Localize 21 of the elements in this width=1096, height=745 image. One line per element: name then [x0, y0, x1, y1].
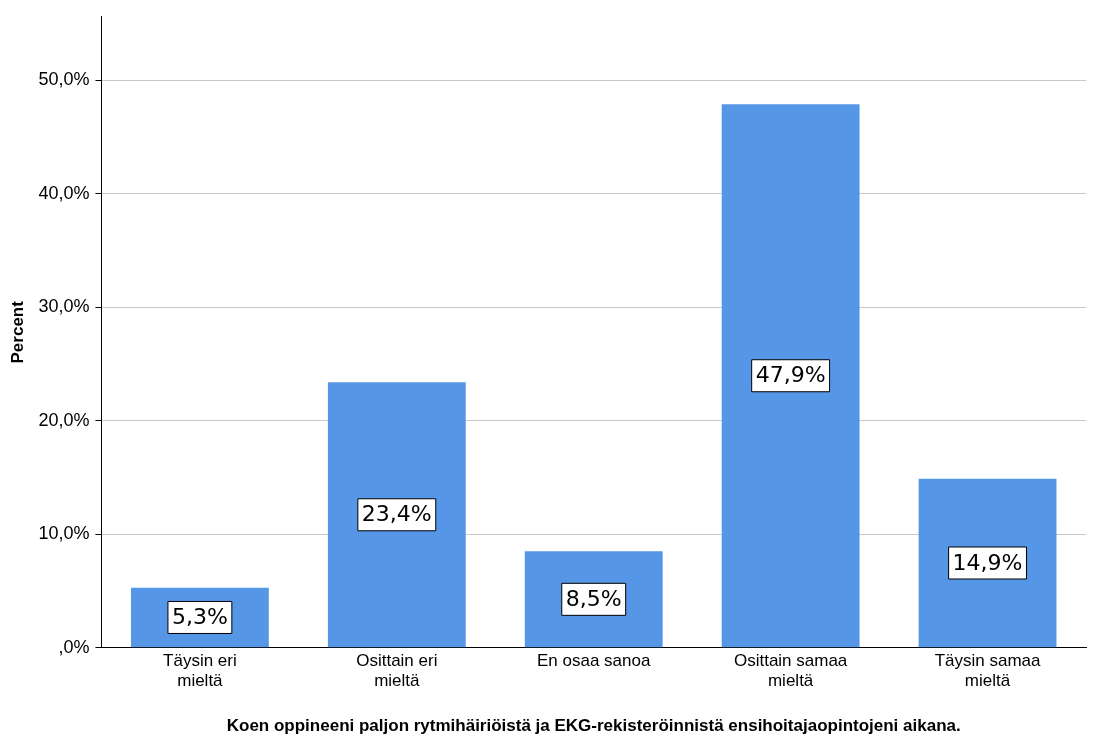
bar — [918, 478, 1057, 648]
y-tick-label: 40,0% — [38, 182, 90, 203]
data-label: 8,5% — [565, 586, 622, 612]
x-tick-label: En osaa sanoa — [537, 650, 651, 670]
x-tick-label: Täysin samaa mieltä — [934, 650, 1041, 691]
y-axis-title: Percent — [7, 300, 27, 364]
bar — [721, 104, 860, 648]
y-tick-label: ,0% — [58, 636, 90, 657]
x-axis-title: Koen oppineeni paljon rytmihäiriöistä ja EKG-rekisteröinnistä ensihoitajaopintojeni aikana. — [226, 716, 961, 736]
y-tick-label: 20,0% — [38, 409, 90, 430]
bar — [327, 382, 466, 648]
x-tick-label: Täysin eri mieltä — [163, 650, 237, 691]
data-label: 14,9% — [952, 549, 1023, 575]
y-tick-label: 10,0% — [38, 523, 90, 544]
data-label: 47,9% — [755, 362, 826, 388]
y-tick-label: 30,0% — [38, 296, 90, 317]
x-tick-label: Osittain samaa mieltä — [733, 650, 848, 691]
data-label: 23,4% — [361, 501, 432, 527]
x-tick-label: Osittain eri mieltä — [356, 650, 438, 691]
y-tick-label: 50,0% — [38, 69, 90, 90]
data-label: 5,3% — [171, 604, 228, 630]
